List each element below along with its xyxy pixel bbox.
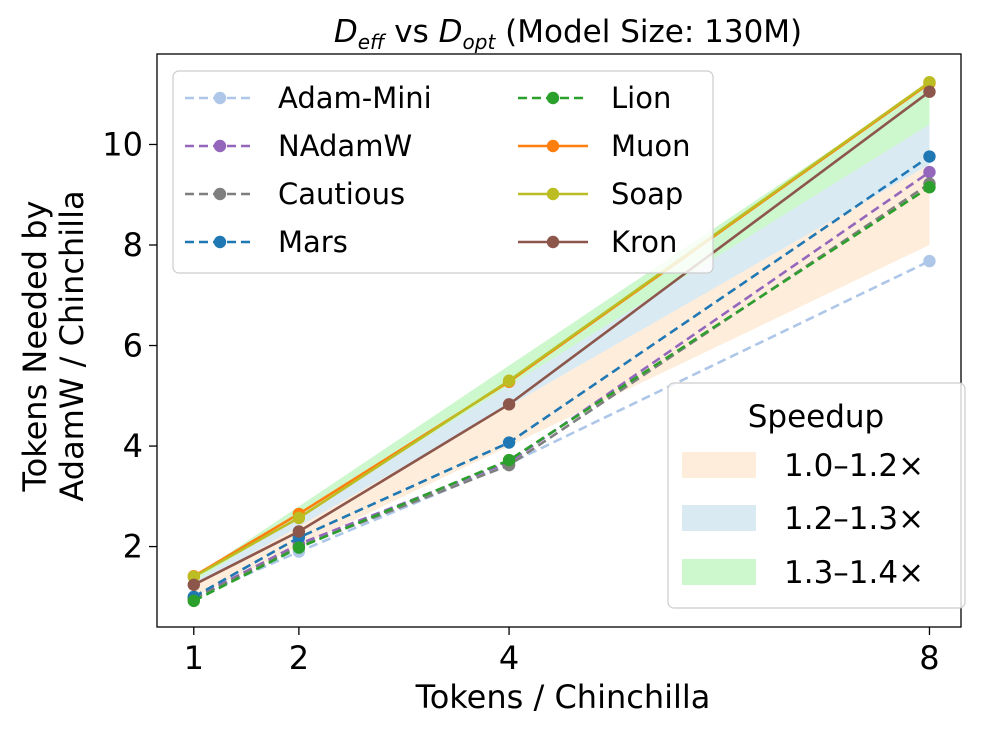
legend-item-lion: Lion bbox=[518, 81, 671, 115]
x-ticks: 1 2 4 8 bbox=[184, 627, 940, 677]
speedup-legend-item-1: 1.0–1.2× bbox=[682, 448, 924, 484]
point-soap-2 bbox=[292, 511, 306, 525]
point-adam-mini-8 bbox=[923, 254, 936, 268]
x-tick-label: 4 bbox=[499, 639, 519, 677]
speedup-legend-item-2: 1.2–1.3× bbox=[682, 501, 924, 537]
series-lines bbox=[187, 75, 936, 608]
point-nadamw-8 bbox=[923, 165, 936, 179]
y-tick-label: 6 bbox=[123, 327, 143, 365]
point-kron-1 bbox=[187, 578, 200, 591]
point-kron-4 bbox=[502, 398, 516, 411]
legend-swatch-marker bbox=[546, 187, 560, 201]
speedup-bands bbox=[193, 84, 930, 597]
speedup-band-1 bbox=[193, 164, 930, 597]
series-line-soap bbox=[193, 81, 931, 578]
series-legend: Adam-Mini NAdamW Cautious Mars Lion Muon Soap K… bbox=[172, 70, 714, 274]
y-tick-label: 10 bbox=[102, 125, 143, 163]
legend-swatch-marker bbox=[546, 91, 560, 105]
y-tick-label: 4 bbox=[123, 427, 143, 465]
legend-swatch-marker bbox=[213, 187, 227, 201]
speedup-swatch bbox=[682, 505, 756, 531]
legend-swatch-marker bbox=[546, 235, 560, 249]
x-tick-label: 2 bbox=[289, 639, 309, 677]
plot-frame bbox=[156, 53, 962, 628]
series-lion bbox=[187, 180, 936, 608]
legend-item-cautious: Cautious bbox=[185, 177, 405, 211]
legend-item-nadamw: NAdamW bbox=[185, 129, 412, 163]
speedup-label: 1.0–1.2× bbox=[784, 448, 924, 484]
series-legend-box bbox=[172, 70, 714, 274]
y-axis-label-line2: AdamW / Chinchilla bbox=[53, 190, 91, 501]
y-tick-label: 2 bbox=[123, 528, 143, 566]
speedup-swatch bbox=[682, 559, 756, 585]
speedup-label: 1.3–1.4× bbox=[784, 555, 924, 591]
series-line-kron bbox=[193, 90, 931, 586]
legend-label: Lion bbox=[611, 81, 671, 115]
legend-label: Cautious bbox=[278, 177, 405, 211]
y-tick-label: 8 bbox=[123, 226, 143, 264]
legend-label: Muon bbox=[611, 129, 691, 163]
point-soap-8 bbox=[923, 75, 936, 89]
speedup-band-3 bbox=[193, 84, 930, 582]
point-kron-8 bbox=[923, 85, 936, 98]
legend-item-kron: Kron bbox=[518, 225, 677, 259]
legend-label: NAdamW bbox=[278, 129, 412, 163]
legend-label: Mars bbox=[278, 225, 348, 259]
speedup-band-2 bbox=[193, 124, 930, 587]
point-lion-4 bbox=[502, 453, 516, 467]
point-lion-1 bbox=[187, 594, 200, 608]
y-axis-label-line1: Tokens Needed by bbox=[16, 201, 54, 493]
legend-item-muon: Muon bbox=[518, 129, 691, 163]
x-axis-label: Tokens / Chinchilla bbox=[415, 678, 711, 716]
point-lion-8 bbox=[923, 180, 936, 194]
legend-swatch-marker bbox=[213, 235, 227, 249]
speedup-swatch bbox=[682, 452, 756, 478]
speedup-legend-title: Speedup bbox=[748, 399, 885, 435]
legend-swatch-marker bbox=[213, 91, 227, 105]
point-mars-4 bbox=[502, 436, 516, 449]
series-line-mars bbox=[193, 155, 931, 598]
point-soap-4 bbox=[502, 374, 516, 387]
legend-item-soap: Soap bbox=[518, 177, 683, 211]
legend-swatch-marker bbox=[213, 139, 227, 153]
legend-item-mars: Mars bbox=[185, 225, 348, 259]
point-lion-2 bbox=[292, 541, 306, 554]
x-tick-label: 8 bbox=[919, 639, 939, 677]
x-tick-label: 1 bbox=[184, 639, 204, 677]
legend-swatch-marker bbox=[546, 139, 560, 153]
point-kron-2 bbox=[292, 525, 306, 538]
speedup-label: 1.2–1.3× bbox=[784, 501, 924, 537]
legend-label: Soap bbox=[611, 177, 683, 211]
series-kron bbox=[187, 85, 936, 591]
legend-label: Adam-Mini bbox=[278, 81, 432, 115]
chart-title: Deff vs Dopt (Model Size: 130M) bbox=[334, 14, 802, 54]
legend-label: Kron bbox=[611, 225, 677, 259]
speedup-legend: Speedup 1.0–1.2× 1.2–1.3× 1.3–1.4× bbox=[667, 382, 966, 609]
point-mars-8 bbox=[923, 150, 936, 163]
speedup-legend-item-3: 1.3–1.4× bbox=[682, 555, 924, 591]
series-line-lion bbox=[193, 186, 931, 603]
legend-item-adam-mini: Adam-Mini bbox=[185, 81, 432, 115]
y-ticks: 2 4 6 8 10 bbox=[102, 125, 157, 566]
speedup-legend-box bbox=[667, 382, 966, 609]
